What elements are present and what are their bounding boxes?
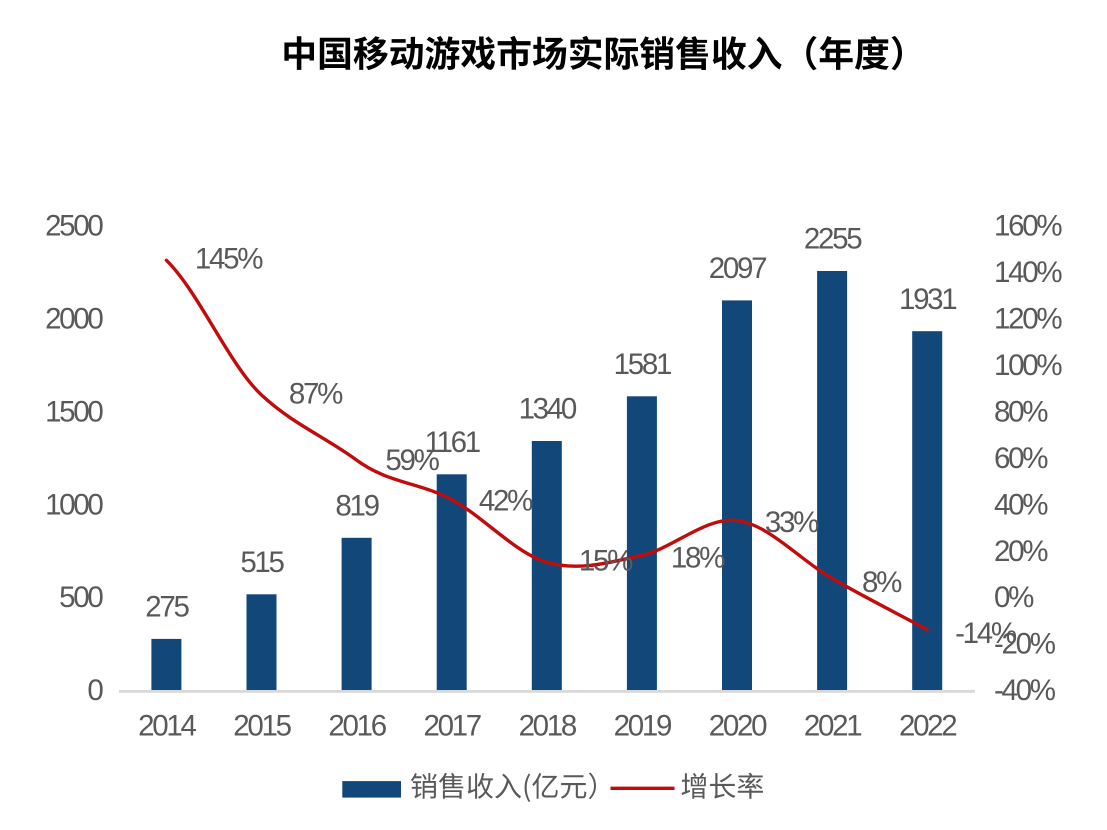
svg-text:1931: 1931: [899, 283, 956, 316]
svg-text:2022: 2022: [899, 710, 956, 743]
svg-text:1500: 1500: [45, 395, 103, 428]
svg-text:1161: 1161: [425, 426, 480, 459]
svg-text:87%: 87%: [289, 378, 343, 411]
svg-text:33%: 33%: [765, 506, 819, 539]
svg-text:2255: 2255: [804, 223, 862, 256]
svg-text:2014: 2014: [138, 710, 196, 743]
svg-text:1340: 1340: [519, 393, 577, 426]
svg-text:819: 819: [335, 489, 379, 522]
svg-text:18%: 18%: [671, 541, 725, 574]
svg-text:15%: 15%: [579, 545, 633, 578]
svg-text:40%: 40%: [994, 488, 1048, 521]
svg-text:2000: 2000: [45, 303, 103, 336]
svg-text:275: 275: [145, 591, 189, 624]
svg-text:0: 0: [87, 674, 103, 707]
svg-text:8%: 8%: [862, 566, 902, 599]
svg-text:500: 500: [59, 581, 103, 614]
svg-text:2021: 2021: [804, 710, 861, 743]
svg-text:-14%: -14%: [955, 617, 1017, 650]
svg-text:2016: 2016: [328, 710, 386, 743]
svg-text:145%: 145%: [195, 243, 263, 276]
svg-text:0%: 0%: [994, 581, 1034, 614]
svg-text:80%: 80%: [994, 395, 1048, 428]
svg-text:2015: 2015: [233, 710, 291, 743]
svg-text:160%: 160%: [994, 210, 1062, 243]
svg-text:60%: 60%: [994, 442, 1048, 475]
svg-text:515: 515: [240, 546, 284, 579]
svg-text:2500: 2500: [45, 210, 103, 243]
svg-text:-40%: -40%: [994, 674, 1056, 707]
svg-text:100%: 100%: [994, 349, 1062, 382]
svg-text:2020: 2020: [709, 710, 767, 743]
svg-text:59%: 59%: [385, 444, 439, 477]
svg-text:2018: 2018: [519, 710, 577, 743]
svg-text:2019: 2019: [614, 710, 672, 743]
svg-text:20%: 20%: [994, 535, 1048, 568]
svg-text:140%: 140%: [994, 256, 1062, 289]
svg-text:120%: 120%: [994, 303, 1062, 336]
svg-text:2097: 2097: [709, 252, 766, 285]
svg-text:42%: 42%: [479, 485, 533, 518]
svg-text:-20%: -20%: [994, 628, 1056, 661]
svg-text:2017: 2017: [423, 710, 480, 743]
svg-text:1581: 1581: [614, 348, 671, 381]
svg-text:1000: 1000: [45, 488, 103, 521]
